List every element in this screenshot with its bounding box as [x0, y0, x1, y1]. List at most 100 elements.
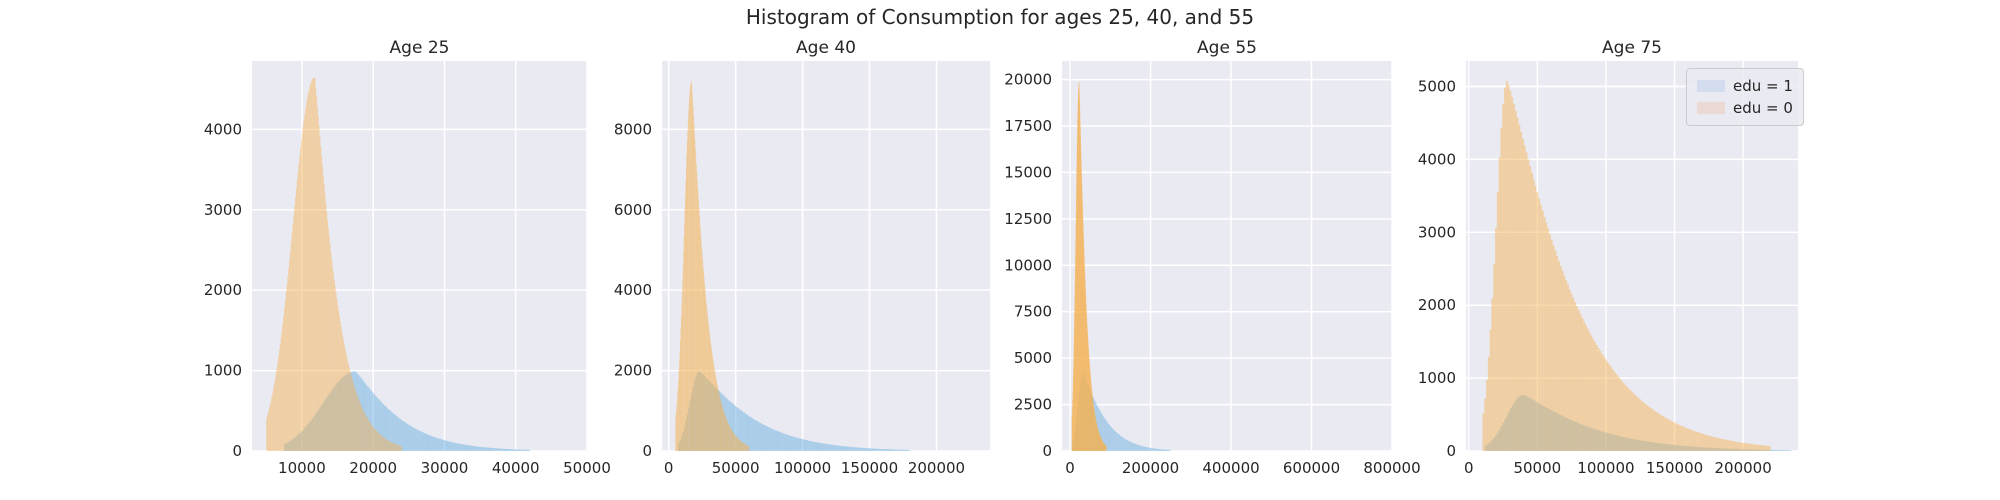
- histogram-bar: [790, 436, 793, 451]
- histogram-bar: [1604, 359, 1607, 451]
- histogram-bar: [688, 102, 690, 451]
- histogram-bar: [1148, 447, 1150, 451]
- histogram-bar: [1147, 447, 1148, 451]
- histogram-bar: [1133, 443, 1135, 451]
- histogram-bar: [738, 439, 740, 451]
- histogram-bar: [1118, 434, 1120, 451]
- histogram-bar: [903, 449, 906, 451]
- histogram-bar: [885, 449, 887, 451]
- histogram-bar: [436, 437, 438, 451]
- histogram-bar: [306, 98, 308, 451]
- histogram-bar: [702, 260, 704, 451]
- histogram-bar: [1705, 434, 1708, 451]
- histogram-bar: [1545, 222, 1548, 451]
- histogram-bar: [1119, 435, 1121, 451]
- histogram-bar: [350, 372, 351, 451]
- histogram-bar: [344, 345, 345, 451]
- histogram-bar: [383, 437, 384, 451]
- histogram-bar: [1487, 356, 1490, 451]
- x-tick-label: 600000: [1283, 459, 1340, 477]
- histogram-bar: [1554, 250, 1557, 451]
- histogram-bar: [1112, 429, 1114, 451]
- histogram-bar: [714, 367, 715, 451]
- histogram-bar: [715, 376, 717, 451]
- histogram-bar: [731, 429, 732, 451]
- histogram-bar: [1168, 449, 1170, 451]
- histogram-bar: [1493, 264, 1496, 451]
- histogram-bar: [280, 337, 282, 451]
- histogram-bar: [1651, 409, 1654, 451]
- histogram-bar: [700, 236, 702, 451]
- histogram-bar: [838, 445, 841, 451]
- histogram-bar: [741, 411, 744, 451]
- histogram-bar: [697, 194, 699, 451]
- histogram-bar: [322, 165, 323, 451]
- histogram-bar: [272, 393, 274, 451]
- histogram-bar: [407, 424, 409, 451]
- histogram-bar: [511, 449, 514, 451]
- histogram-bar: [692, 107, 694, 451]
- histogram-bar: [387, 440, 389, 451]
- histogram-bar: [776, 430, 778, 451]
- histogram-bar: [459, 443, 461, 451]
- histogram-bar: [1567, 284, 1569, 451]
- histogram-bar: [1135, 443, 1136, 451]
- histogram-bar: [1570, 293, 1573, 451]
- histogram-bar: [1716, 437, 1719, 451]
- histogram-bar: [1525, 152, 1528, 451]
- histogram-bar: [496, 448, 498, 451]
- histogram-bar: [1146, 447, 1148, 451]
- histogram-bar: [1518, 124, 1521, 451]
- histogram-bar: [680, 317, 682, 451]
- histogram-bar: [398, 445, 400, 451]
- histogram-bar: [337, 304, 339, 451]
- histogram-bar: [303, 120, 305, 451]
- histogram-bar: [1125, 439, 1126, 451]
- legend-swatch-edu0: [1697, 102, 1725, 114]
- histogram-bar: [370, 390, 372, 451]
- histogram-bar: [268, 408, 270, 451]
- histogram-bar: [315, 86, 317, 452]
- histogram-bar: [290, 241, 292, 451]
- histogram-bar: [717, 385, 718, 451]
- x-tick-label: 150000: [1646, 459, 1703, 477]
- histogram-bar: [312, 77, 314, 452]
- histogram-bar: [681, 304, 682, 451]
- histogram-bar: [1550, 239, 1553, 451]
- histogram-bar: [276, 368, 278, 451]
- x-tick-label: 50000: [1513, 459, 1561, 477]
- histogram-bar: [363, 411, 365, 451]
- histogram-bar: [1579, 314, 1582, 451]
- histogram-bar: [877, 448, 880, 451]
- histogram-bar: [1599, 351, 1602, 451]
- histogram-bar: [378, 433, 380, 451]
- histogram-bar: [325, 202, 327, 451]
- histogram-bar: [1676, 424, 1679, 451]
- histogram-bar: [372, 425, 373, 451]
- histogram-bar: [727, 421, 728, 451]
- histogram-bar: [1129, 441, 1131, 451]
- histogram-bar: [483, 447, 486, 451]
- histogram-bar: [271, 397, 273, 451]
- histogram-bar: [883, 449, 886, 451]
- histogram-bar: [397, 444, 399, 451]
- histogram-bar: [456, 443, 458, 451]
- histogram-bar: [1098, 407, 1099, 451]
- histogram-bar: [818, 442, 820, 451]
- histogram-bar: [756, 420, 758, 451]
- histogram-bar: [334, 286, 336, 451]
- histogram-bar: [718, 392, 720, 451]
- histogram-bar: [795, 437, 797, 451]
- histogram-bar: [448, 441, 451, 451]
- histogram-bar: [764, 425, 767, 451]
- y-tick-label: 15000: [1004, 163, 1052, 181]
- histogram-bar: [377, 431, 378, 451]
- histogram-bar: [327, 219, 329, 451]
- histogram-bar: [1653, 410, 1656, 451]
- histogram-bar: [1720, 438, 1722, 451]
- histogram-bar: [1162, 449, 1164, 451]
- histogram-bar: [1768, 446, 1771, 451]
- histogram-bar: [1565, 280, 1568, 451]
- histogram-bar: [696, 163, 697, 452]
- histogram-bar: [1124, 438, 1125, 451]
